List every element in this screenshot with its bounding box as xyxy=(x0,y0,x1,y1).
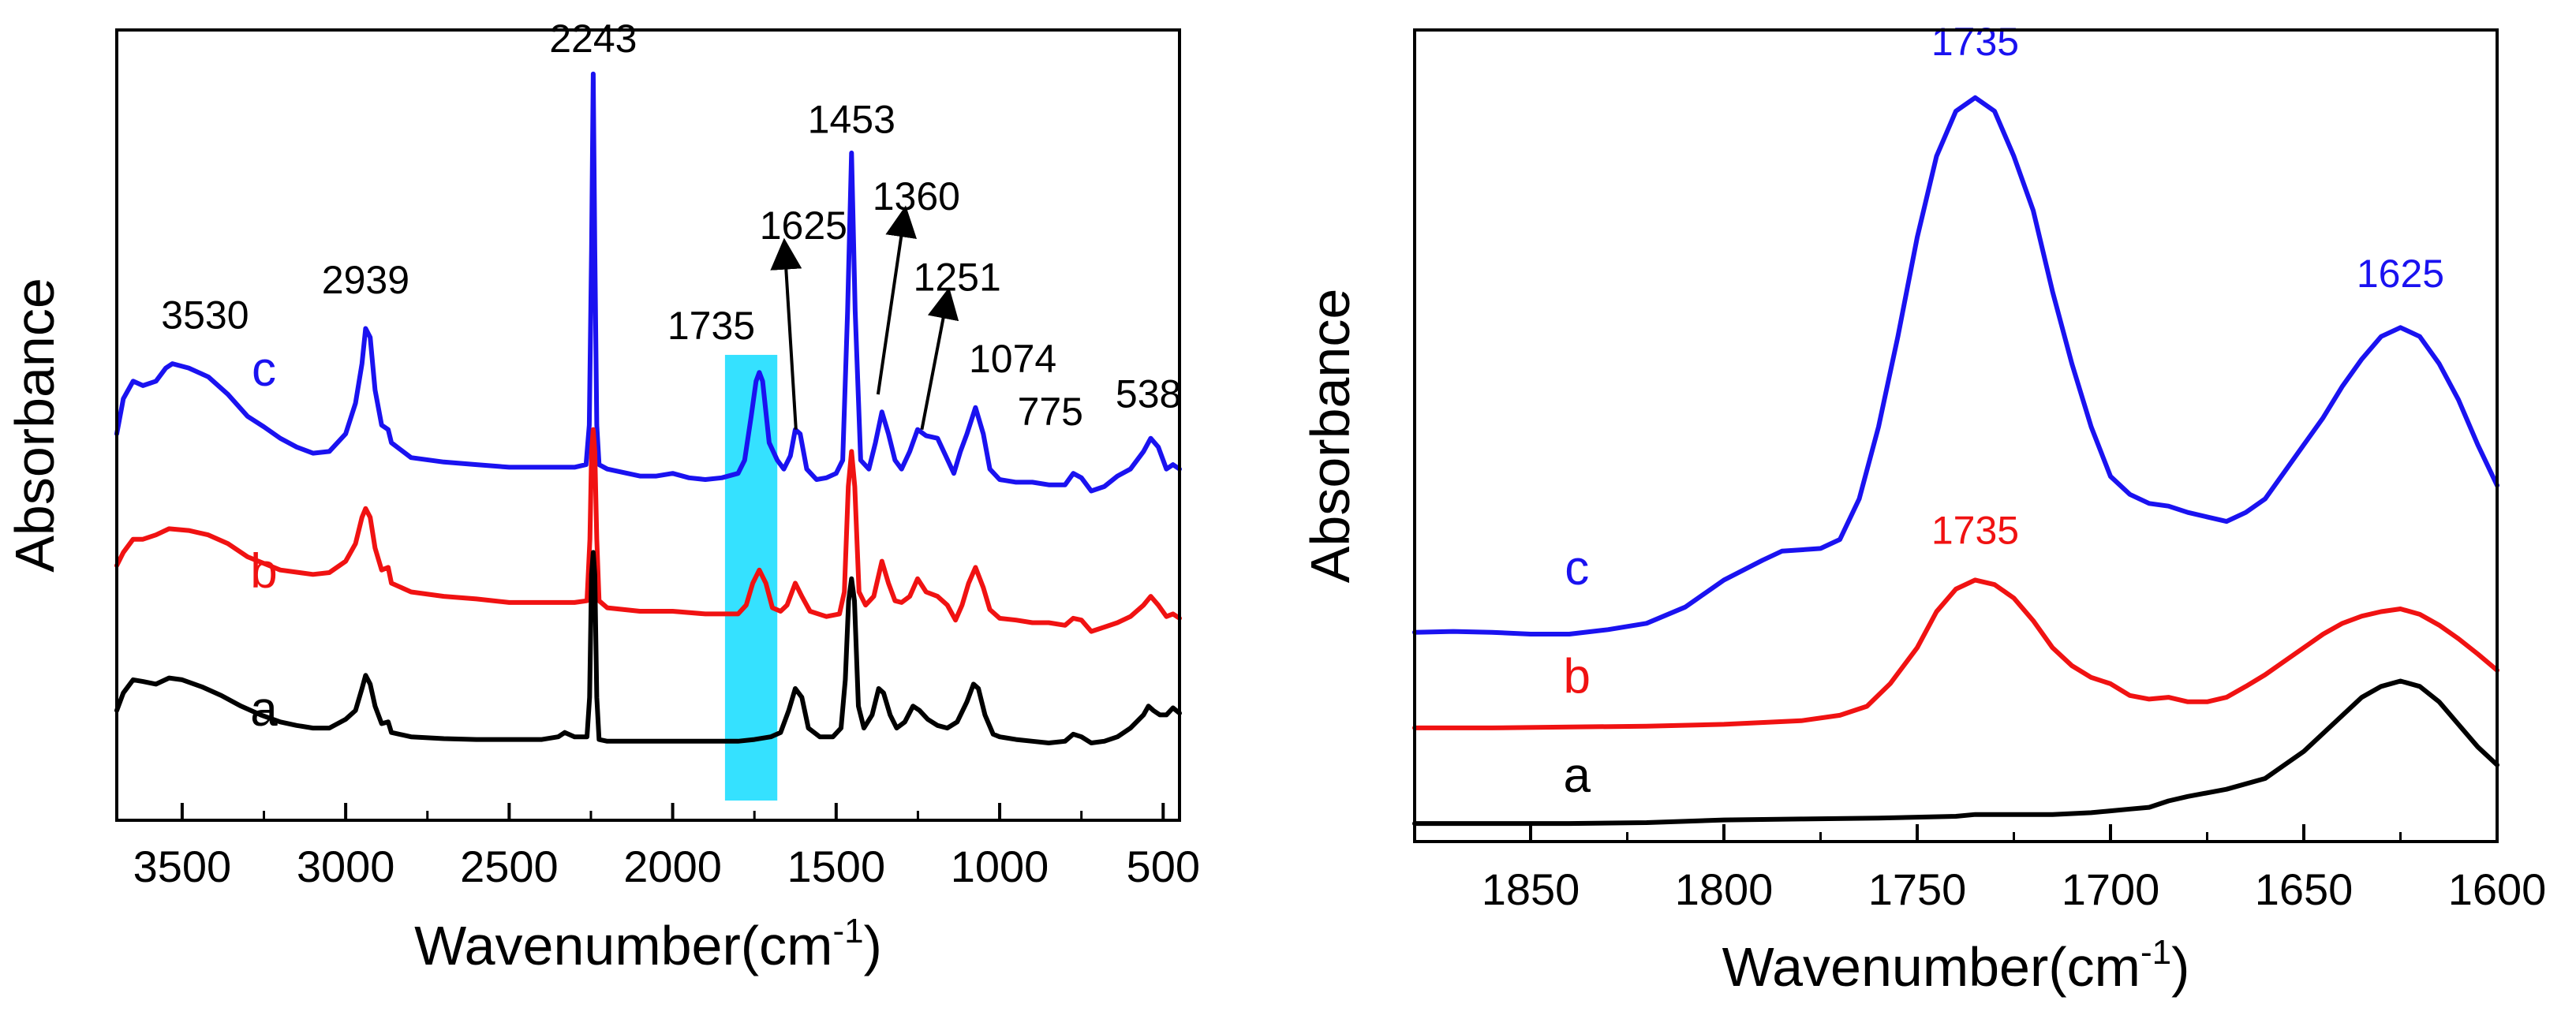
x-tick-label: 1000 xyxy=(951,842,1049,891)
annotation-arrow xyxy=(920,287,959,430)
x-tick-label: 2500 xyxy=(460,842,559,891)
series-label-c: c xyxy=(252,342,276,397)
x-tick-label: 1800 xyxy=(1675,864,1774,914)
x-tick-label: 1750 xyxy=(1868,864,1967,914)
x-tick-label: 1500 xyxy=(787,842,886,891)
x-axis-title: Wavenumber(cm-1) xyxy=(414,912,882,976)
plot-frame xyxy=(1413,28,2499,843)
peak-label: 1251 xyxy=(914,256,1001,300)
right-chart-panel: cba 1735 1625 1735 1850 1800 1750 1700 1650 1600 W… xyxy=(1299,20,2546,998)
peak-label: 1453 xyxy=(808,97,895,141)
x-tick-label: 1700 xyxy=(2062,864,2160,914)
peak-label: 538 xyxy=(1116,372,1181,416)
peak-label: 775 xyxy=(1018,390,1083,434)
peak-label: 3530 xyxy=(161,293,249,338)
series-label-a: a xyxy=(1564,748,1591,803)
peak-label: 2939 xyxy=(322,258,409,302)
x-tick-label: 1850 xyxy=(1482,864,1580,914)
peak-label: 1735 xyxy=(667,304,755,348)
series-label-b: b xyxy=(250,544,277,599)
series-line-c xyxy=(1412,95,2499,636)
series-line-c xyxy=(114,71,1182,494)
annotation-arrow xyxy=(770,237,802,430)
x-axis-title: Wavenumber(cm-1) xyxy=(1722,933,2190,998)
series-label-b: b xyxy=(1564,649,1591,704)
series-line-a xyxy=(1412,678,2499,827)
x-tick-label: 1600 xyxy=(2448,864,2547,914)
peak-label: 1074 xyxy=(969,337,1056,381)
series-line-b xyxy=(114,427,1182,634)
series-line-b xyxy=(1412,577,2499,730)
peak-label: 2243 xyxy=(549,17,637,61)
left-chart-panel: c b a 2243 1453 1360 1625 1251 2939 3530 1735 1074 5… xyxy=(4,17,1200,976)
plot-frame xyxy=(115,28,1181,822)
y-axis-title: Absorbance xyxy=(4,278,65,573)
x-tick-label: 2000 xyxy=(623,842,722,891)
series-label-a: a xyxy=(250,682,278,737)
peak-label: 1735 xyxy=(1931,20,2019,64)
peak-label: 1625 xyxy=(2357,252,2444,296)
x-tick-label: 500 xyxy=(1127,842,1200,891)
series-label-c: c xyxy=(1565,541,1589,595)
x-tick-label: 1650 xyxy=(2255,864,2354,914)
x-tick-label: 3000 xyxy=(297,842,395,891)
series-line-a xyxy=(114,550,1182,745)
peak-label: 1625 xyxy=(760,203,847,248)
annotation-arrow xyxy=(876,205,917,395)
y-axis-title: Absorbance xyxy=(1299,289,1361,584)
peak-label: 1360 xyxy=(873,174,960,218)
x-tick-label: 3500 xyxy=(133,842,232,891)
peak-label: 1735 xyxy=(1931,509,2019,553)
